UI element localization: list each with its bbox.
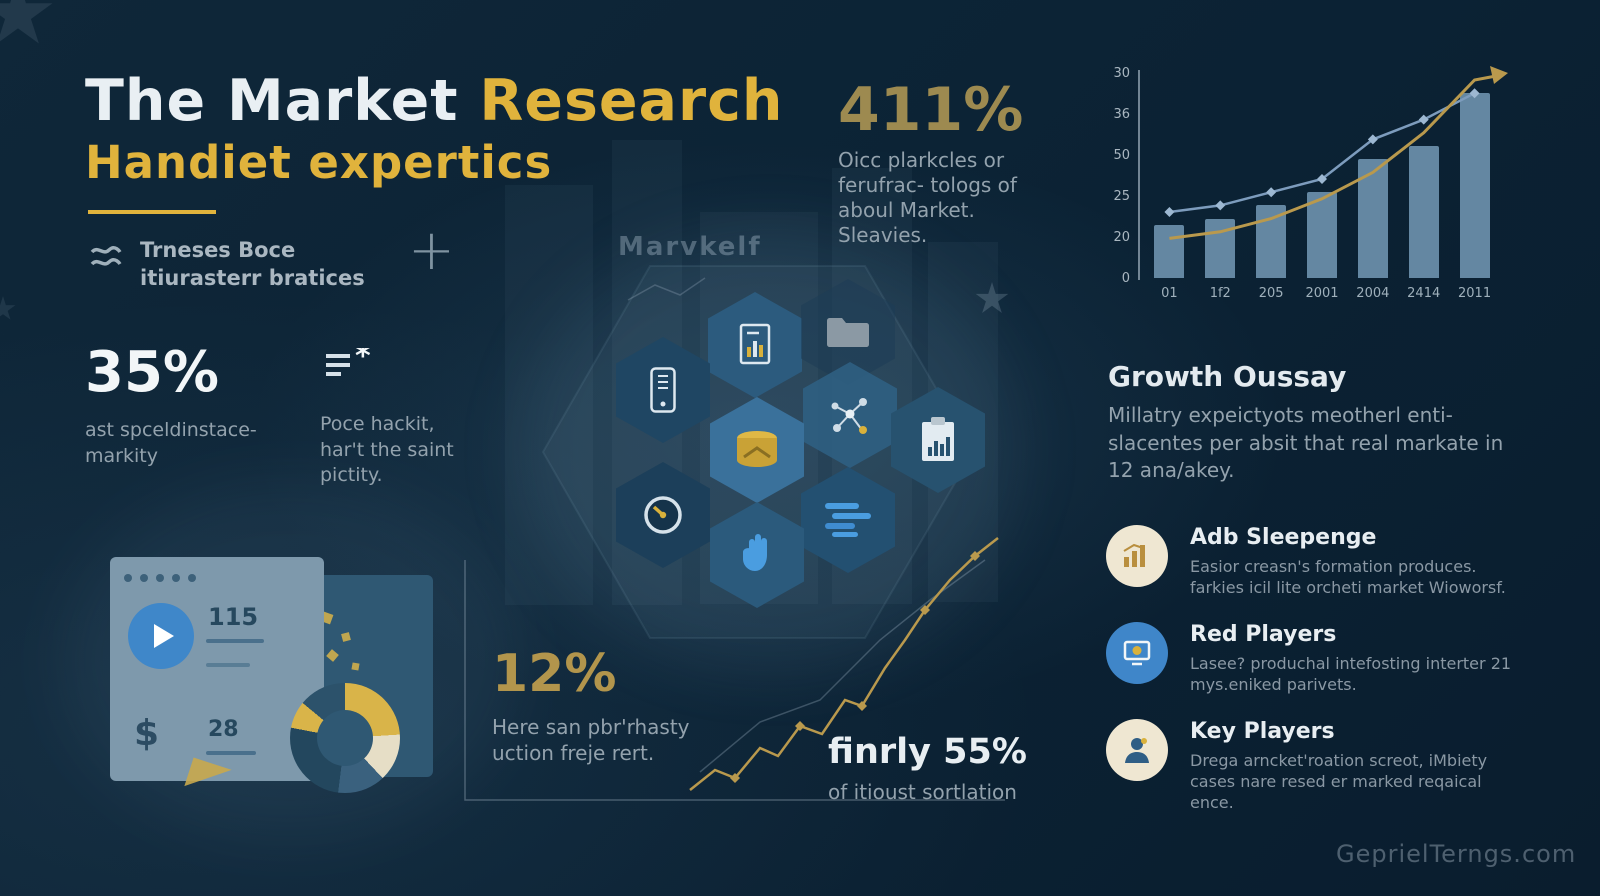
- confetti-square: [351, 662, 360, 671]
- chart-y-tick: 20: [1113, 230, 1130, 245]
- chart-bar: [1408, 146, 1439, 278]
- watermark: GeprielTerngs.com: [1336, 840, 1577, 868]
- folder-icon: [825, 313, 871, 351]
- player-text: Adb Sleepenge Easior creasn's formation …: [1190, 525, 1520, 598]
- player-desc: Drega arncket'roation screot, iMbiety ca…: [1190, 751, 1488, 813]
- hexagon-document: [708, 292, 802, 398]
- stat-411-value: 411%: [838, 75, 1024, 145]
- growth-section-title: Growth Oussay: [1108, 360, 1347, 393]
- hexagon-smartphone: [616, 337, 710, 443]
- hand-icon: [737, 532, 777, 578]
- chart-y-axis: [1138, 70, 1140, 280]
- title-part-gold: Research: [479, 68, 784, 134]
- svg-text:*: *: [355, 348, 371, 374]
- scribble-icon: [88, 242, 124, 274]
- plus-icon: +: [408, 218, 455, 283]
- player-title: Red Players: [1190, 622, 1337, 647]
- donut-chart: [290, 683, 400, 793]
- chart-bar: [1307, 192, 1337, 278]
- center-watermark-label: Marvkelf: [618, 232, 762, 262]
- title-part-white: The Market: [85, 68, 459, 134]
- list-item-red-players: Red Players Lasee? produchal intefosting…: [1106, 622, 1536, 695]
- chart-y-tick: 25: [1113, 189, 1130, 204]
- clipboard-chart-icon: [920, 417, 956, 463]
- chart-x-label: 2004: [1356, 286, 1390, 301]
- person-icon: [1106, 719, 1168, 781]
- note-text: Poce hackit, har't the saint pictity.: [320, 413, 454, 487]
- panel-line: [206, 663, 250, 667]
- window-dot: [124, 574, 132, 582]
- player-text: Red Players Lasee? produchal intefosting…: [1190, 622, 1520, 695]
- growth-chart: 30 36 50 25 20 0 01 1f2 205 2001 2004 2414 2011: [1104, 66, 1516, 330]
- skyline-rect: [505, 185, 593, 605]
- player-desc: Lasee? produchal intefosting interter 21…: [1190, 654, 1512, 695]
- window-dot: [140, 574, 148, 582]
- panel-number-2: 28: [208, 717, 239, 742]
- note-lines-icon: *: [322, 348, 374, 390]
- chart-bar: [1459, 93, 1490, 278]
- window-dot: [188, 574, 196, 582]
- stat-12-caption: Here san pbr'rhasty uction freje rert.: [492, 715, 690, 765]
- tagline-line2: itiurasterr bratices: [140, 266, 365, 291]
- smartphone-icon: [650, 367, 676, 413]
- hexagon-list: [801, 467, 895, 573]
- chart-bar: [1154, 225, 1185, 278]
- stat-55-value: finrly 55%: [828, 732, 1027, 772]
- chart-y-tick: 30: [1113, 66, 1130, 81]
- page-subtitle: Handiet expertics: [85, 136, 553, 189]
- title-underline: [88, 210, 216, 214]
- stat-411-caption: Oicc plarkcles or ferufrac- tologs of ab…: [838, 148, 1017, 247]
- hexagon-database: [710, 397, 804, 503]
- donut-hole: [317, 710, 373, 766]
- gauge-icon: [640, 492, 686, 538]
- growth-bars-icon: [1106, 525, 1168, 587]
- stat-12-value: 12%: [492, 644, 617, 704]
- tagline: Trneses Boce itiurasterr bratices: [140, 236, 365, 293]
- hexagon-clipboard: [891, 387, 985, 493]
- stat-35-value: 35%: [85, 340, 220, 405]
- panel-line: [206, 751, 256, 755]
- player-text: Key Players Drega arncket'roation screot…: [1190, 719, 1520, 813]
- panel-line: [206, 639, 264, 643]
- chart-lines: [1164, 66, 1508, 240]
- window-dot: [172, 574, 180, 582]
- chart-y-tick: 50: [1113, 148, 1130, 163]
- list-item-key-players: Key Players Drega arncket'roation screot…: [1106, 719, 1536, 813]
- play-button[interactable]: [128, 603, 194, 669]
- hexagon-gauge: [616, 462, 710, 568]
- list-icon: [825, 501, 871, 539]
- window-dots: [110, 557, 324, 586]
- network-icon: [827, 392, 873, 438]
- hexagon-cluster: [588, 279, 1018, 638]
- list-item-adb-sleepenge: Adb Sleepenge Easior creasn's formation …: [1106, 525, 1536, 598]
- dollar-icon: $: [134, 713, 160, 754]
- hexagon-hand: [710, 502, 804, 608]
- chart-x-label: 205: [1258, 286, 1284, 301]
- player-desc: Easior creasn's formation produces. fark…: [1190, 557, 1506, 598]
- front-panel: [110, 557, 324, 781]
- stat-55-caption: of itioust sortlation: [828, 780, 1017, 804]
- play-icon: [154, 624, 174, 648]
- chart-x-label: 1f2: [1209, 286, 1231, 301]
- database-icon: [734, 430, 780, 470]
- panel-number-1: 115: [208, 603, 259, 631]
- chart-x-label: 01: [1161, 286, 1178, 301]
- chart-y-tick: 36: [1113, 107, 1130, 122]
- stat-35-caption: ast spceldinstace-markity: [85, 419, 257, 467]
- chart-y-tick: 0: [1121, 271, 1130, 286]
- window-dot: [156, 574, 164, 582]
- hexagon-network: [803, 362, 897, 468]
- chart-x-label: 2011: [1458, 286, 1492, 301]
- player-title: Adb Sleepenge: [1190, 525, 1377, 550]
- chart-x-label: 2414: [1407, 286, 1441, 301]
- dashboard-illustration: 115 28 $: [90, 545, 480, 800]
- page-title: The Market Research: [85, 68, 783, 134]
- chart-x-label: 2001: [1305, 286, 1339, 301]
- growth-section-body: Millatry expeictyots meotherl enti-slace…: [1108, 403, 1504, 483]
- tagline-line1: Trneses Boce: [140, 238, 296, 262]
- document-chart-icon: [735, 323, 775, 367]
- player-title: Key Players: [1190, 719, 1335, 744]
- monitor-badge-icon: [1106, 622, 1168, 684]
